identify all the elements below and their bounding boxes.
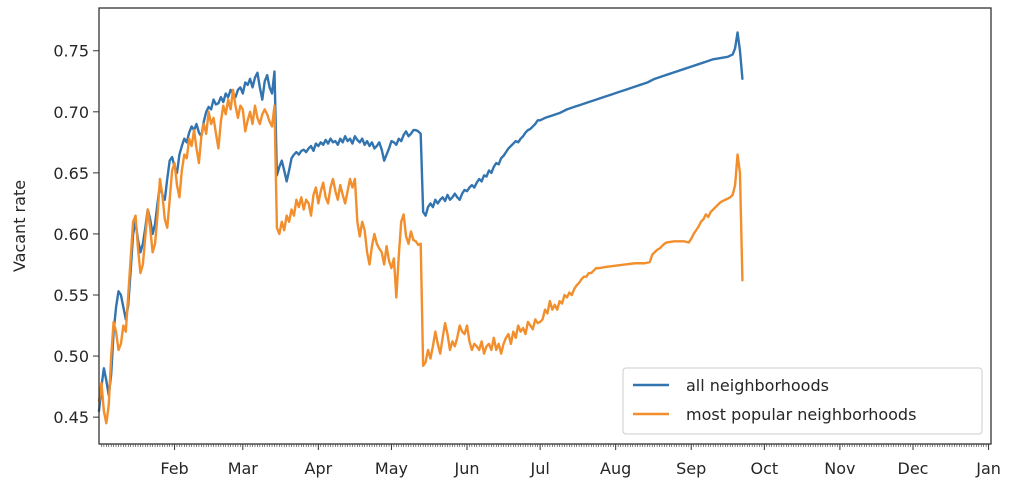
x-tick-label: Nov [824,459,855,478]
x-tick-label: Dec [898,459,929,478]
y-tick-label: 0.50 [53,347,89,366]
y-tick-label: 0.55 [53,286,89,305]
legend-label-all-neighborhoods: all neighborhoods [686,376,829,395]
y-axis: 0.45 0.50 0.55 0.60 0.65 0.70 0.75 [53,42,99,427]
x-tick-label: Apr [305,459,333,478]
series-line-all-neighborhoods [97,31,744,413]
legend: all neighborhoods most popular neighborh… [622,367,983,435]
x-tick-label: Sep [676,459,706,478]
y-tick-label: 0.45 [53,408,89,427]
x-axis: Feb Mar Apr May Jun Jul Aug Sep Oct Nov Dec Jan [160,444,1001,478]
series-line-most-popular-neighborhoods [97,88,744,425]
x-tick-label: Jan [975,459,1001,478]
x-tick-label: Oct [751,459,779,478]
x-tick-label: Feb [160,459,188,478]
x-tick-label: Jul [529,459,549,478]
y-tick-label: 0.75 [53,42,89,61]
y-tick-label: 0.65 [53,164,89,183]
legend-label-most-popular-neighborhoods: most popular neighborhoods [686,405,916,424]
x-tick-label: Jun [454,459,480,478]
y-tick-label: 0.70 [53,103,89,122]
legend-box [622,367,983,435]
y-axis-title: Vacant rate [10,180,29,272]
y-tick-label: 0.60 [53,225,89,244]
series-layer [97,31,744,425]
x-tick-label: Mar [228,459,259,478]
x-tick-label: May [375,459,408,478]
x-tick-label: Aug [600,459,631,478]
x-minor-ticks [101,444,989,447]
